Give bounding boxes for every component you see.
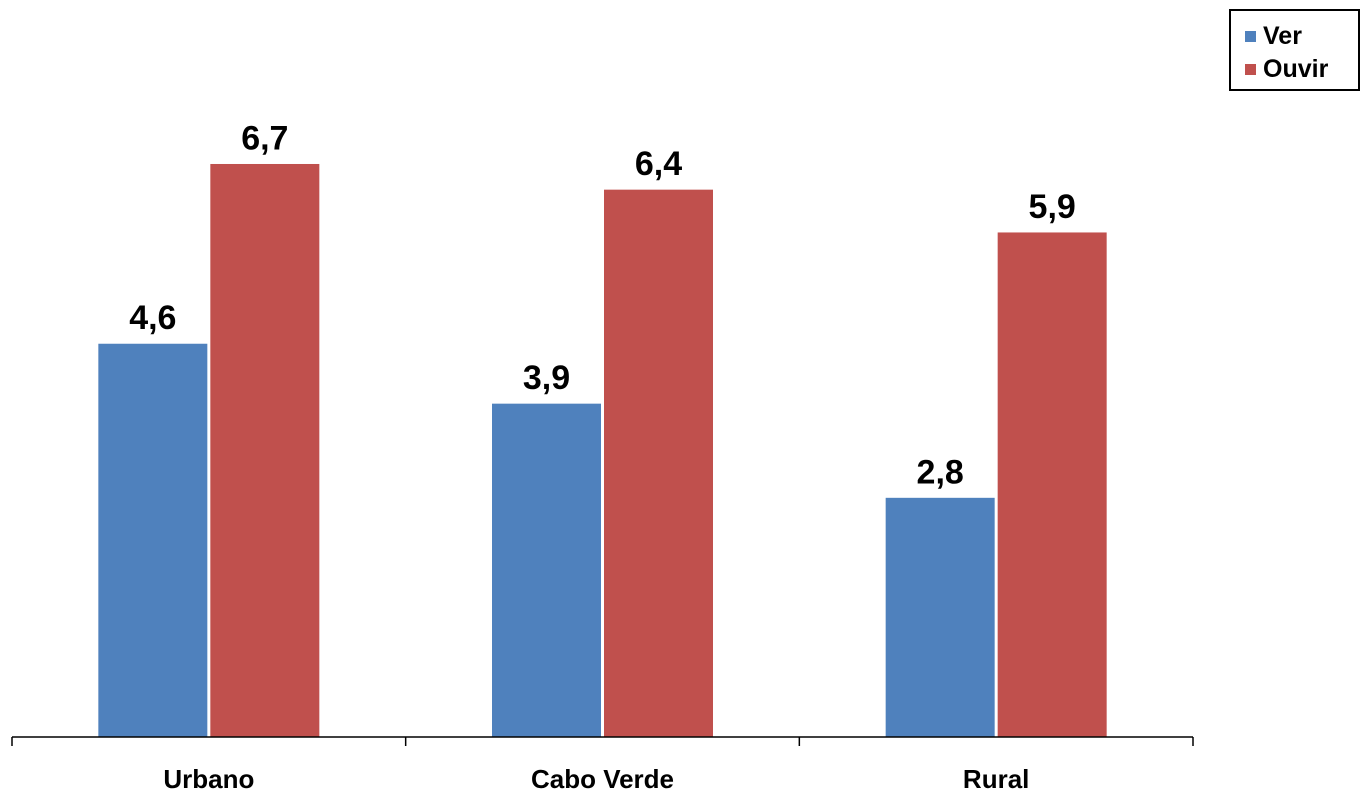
x-tick-label-rural: Rural bbox=[963, 764, 1029, 791]
data-label-ouvir-cabo-verde: 6,4 bbox=[635, 145, 682, 183]
legend-item-ver: Ver bbox=[1245, 22, 1302, 50]
data-label-ver-rural: 2,8 bbox=[917, 453, 964, 491]
legend-swatch-ver bbox=[1245, 30, 1256, 42]
data-label-ver-urbano: 4,6 bbox=[129, 299, 176, 337]
bars-layer bbox=[97, 162, 1108, 738]
bar-ver-rural bbox=[884, 496, 996, 738]
data-label-ver-cabo-verde: 3,9 bbox=[523, 359, 570, 397]
legend-swatch-ouvir bbox=[1245, 63, 1256, 75]
bar-ver-urbano bbox=[97, 342, 209, 738]
data-label-ouvir-rural: 5,9 bbox=[1029, 188, 1076, 226]
bar-ouvir-cabo-verde bbox=[603, 188, 714, 738]
data-labels-layer: 4,6 6,7 3,9 6,4 2,8 5,9 bbox=[129, 119, 1076, 491]
data-label-ouvir-urbano: 6,7 bbox=[241, 119, 288, 157]
bar-ver-cabo-verde bbox=[491, 402, 602, 738]
bar-ouvir-rural bbox=[996, 231, 1108, 738]
legend-item-ouvir: Ouvir bbox=[1245, 55, 1328, 83]
x-tick-label-cabo-verde: Cabo Verde bbox=[531, 764, 674, 791]
x-tick-label-urbano: Urbano bbox=[163, 764, 254, 791]
legend: Ver Ouvir bbox=[1229, 9, 1360, 91]
bar-ouvir-urbano bbox=[209, 162, 321, 738]
legend-label-ver: Ver bbox=[1263, 22, 1302, 50]
x-axis: Urbano Cabo Verde Rural bbox=[11, 736, 1194, 794]
legend-label-ouvir: Ouvir bbox=[1263, 55, 1329, 83]
